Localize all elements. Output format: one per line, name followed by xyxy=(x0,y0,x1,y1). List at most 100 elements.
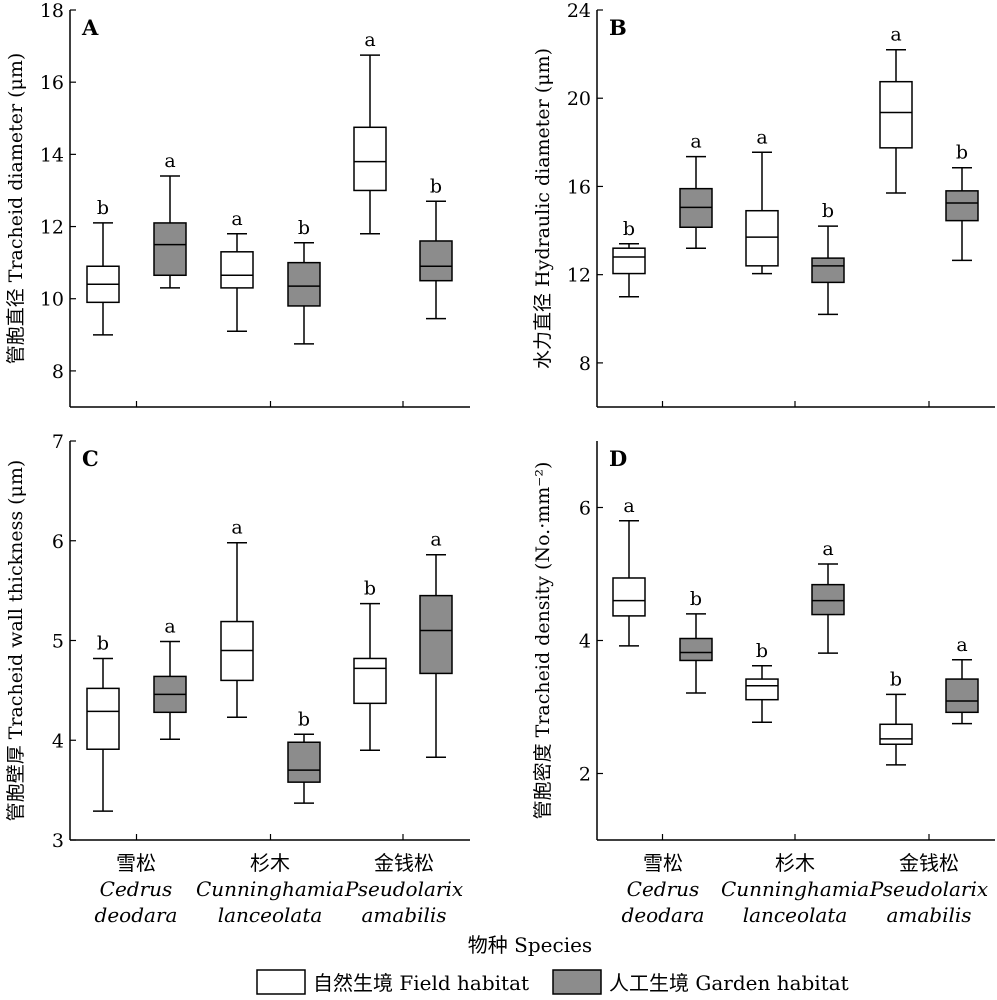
box-garden: b xyxy=(287,217,321,345)
y-tick-label: 6 xyxy=(579,498,591,520)
y-tick-label: 14 xyxy=(40,144,64,166)
panel-letter: C xyxy=(82,446,99,471)
significance-letter: b xyxy=(690,588,702,610)
box-iqr xyxy=(220,251,254,289)
panel-letter: B xyxy=(609,15,627,40)
box-garden: b xyxy=(679,588,713,694)
category-label-latin: Cunninghamia xyxy=(196,877,344,901)
y-tick-label: 24 xyxy=(567,0,591,22)
significance-letter: a xyxy=(164,150,175,172)
y-tick-label: 18 xyxy=(40,0,64,22)
box-field: b xyxy=(353,578,387,751)
box-garden: a xyxy=(419,529,453,758)
box-iqr xyxy=(945,190,979,222)
box-field: b xyxy=(745,640,779,724)
panel-A: 8 10 12 14 16 18 A 管胞直径 Tracheid diameter (μm) b… xyxy=(5,0,470,408)
category-label-cn: 杉木 xyxy=(250,851,290,875)
box-iqr xyxy=(612,577,646,617)
box-field: a xyxy=(353,29,387,235)
panel-C: 3 4 5 6 7C 管胞壁厚 Tracheid wall thickness (μm) b… xyxy=(5,431,470,852)
y-tick-label: 10 xyxy=(40,289,64,311)
significance-letter: a xyxy=(956,634,967,656)
category-label-cn: 杉木 xyxy=(775,851,815,875)
category-label-cn: 雪松 xyxy=(643,851,683,875)
panel-letter: D xyxy=(609,446,627,471)
box-iqr xyxy=(945,678,979,714)
box-field: a xyxy=(220,208,254,332)
box-iqr xyxy=(811,257,845,284)
category-labels: 雪松 Cedrus deodara 杉木 Cunninghamia lanceo… xyxy=(95,851,989,927)
significance-letter: a xyxy=(890,24,901,46)
category-label-latin: amabilis xyxy=(886,903,971,927)
box-iqr xyxy=(287,261,321,307)
category-label-latin: Pseudolarix xyxy=(869,877,988,901)
box-iqr xyxy=(86,687,120,750)
y-tick-label: 12 xyxy=(40,217,64,239)
y-tick-label: 7 xyxy=(52,431,64,453)
significance-letter: a xyxy=(430,529,441,551)
category-label-latin: Cedrus xyxy=(100,877,173,901)
category-label-cn: 雪松 xyxy=(116,851,156,875)
significance-letter: b xyxy=(97,632,109,654)
significance-letter: b xyxy=(956,142,968,164)
significance-letter: b xyxy=(97,197,109,219)
y-tick-label: 8 xyxy=(52,361,64,383)
box-garden: a xyxy=(679,131,713,249)
box-garden: b xyxy=(287,708,321,804)
category-label-latin: deodara xyxy=(95,903,178,927)
significance-letter: a xyxy=(690,131,701,153)
box-garden: a xyxy=(811,538,845,654)
significance-letter: a xyxy=(756,126,767,148)
significance-letter: b xyxy=(756,640,768,662)
category-label-latin: lanceolata xyxy=(743,903,848,927)
box-iqr xyxy=(745,678,779,701)
y-tick-label: 5 xyxy=(52,631,64,653)
box-iqr xyxy=(153,222,187,277)
category-label-cn: 金钱松 xyxy=(899,851,959,875)
category-label-latin: lanceolata xyxy=(218,903,323,927)
box-garden: b xyxy=(945,142,979,262)
significance-letter: a xyxy=(623,495,634,517)
significance-letter: b xyxy=(298,708,310,730)
legend-swatch-field xyxy=(256,969,306,995)
box-iqr xyxy=(811,583,845,616)
box-garden: b xyxy=(811,200,845,316)
box-garden: b xyxy=(419,175,453,320)
significance-letter: b xyxy=(298,217,310,239)
significance-letter: b xyxy=(623,218,635,240)
y-tick-label: 6 xyxy=(52,531,64,553)
y-axis-title: 管胞密度 Tracheid density (No.·mm⁻²) xyxy=(532,462,554,820)
panel-letter: A xyxy=(81,15,99,40)
legend: 自然生境 Field habitat 人工生境 Garden habitat xyxy=(256,969,849,995)
y-tick-label: 16 xyxy=(567,176,591,198)
box-field: b xyxy=(879,668,913,766)
category-label-latin: Cunninghamia xyxy=(721,877,869,901)
box-field: b xyxy=(612,218,646,298)
y-tick-label: 16 xyxy=(40,72,64,94)
box-iqr xyxy=(287,741,321,783)
box-field: b xyxy=(86,197,120,336)
box-field: a xyxy=(745,126,779,275)
category-label-latin: amabilis xyxy=(361,903,446,927)
y-axis-title: 管胞直径 Tracheid diameter (μm) xyxy=(5,53,27,365)
box-iqr xyxy=(419,240,453,282)
category-label-latin: Pseudolarix xyxy=(344,877,463,901)
y-axis-title: 水力直径 Hydraulic diameter (μm) xyxy=(532,48,554,369)
y-tick-label: 2 xyxy=(579,764,591,786)
significance-letter: b xyxy=(822,200,834,222)
box-field: a xyxy=(879,24,913,194)
box-iqr xyxy=(353,126,387,192)
box-iqr xyxy=(419,594,453,675)
box-iqr xyxy=(353,657,387,705)
panel-D: 2 4 6 D 管胞密度 Tracheid density (No.·mm⁻²) a b b b… xyxy=(532,441,995,841)
box-iqr xyxy=(679,637,713,662)
panel-B: 8 12 16 20 24 B 水力直径 Hydraulic diameter (μm) b a… xyxy=(532,0,995,408)
y-tick-label: 12 xyxy=(567,265,591,287)
box-garden: a xyxy=(153,615,187,741)
box-garden: a xyxy=(153,150,187,289)
box-iqr xyxy=(879,80,913,149)
box-iqr xyxy=(745,209,779,267)
significance-letter: a xyxy=(822,538,833,560)
category-label-latin: deodara xyxy=(622,903,705,927)
category-label-cn: 金钱松 xyxy=(374,851,434,875)
